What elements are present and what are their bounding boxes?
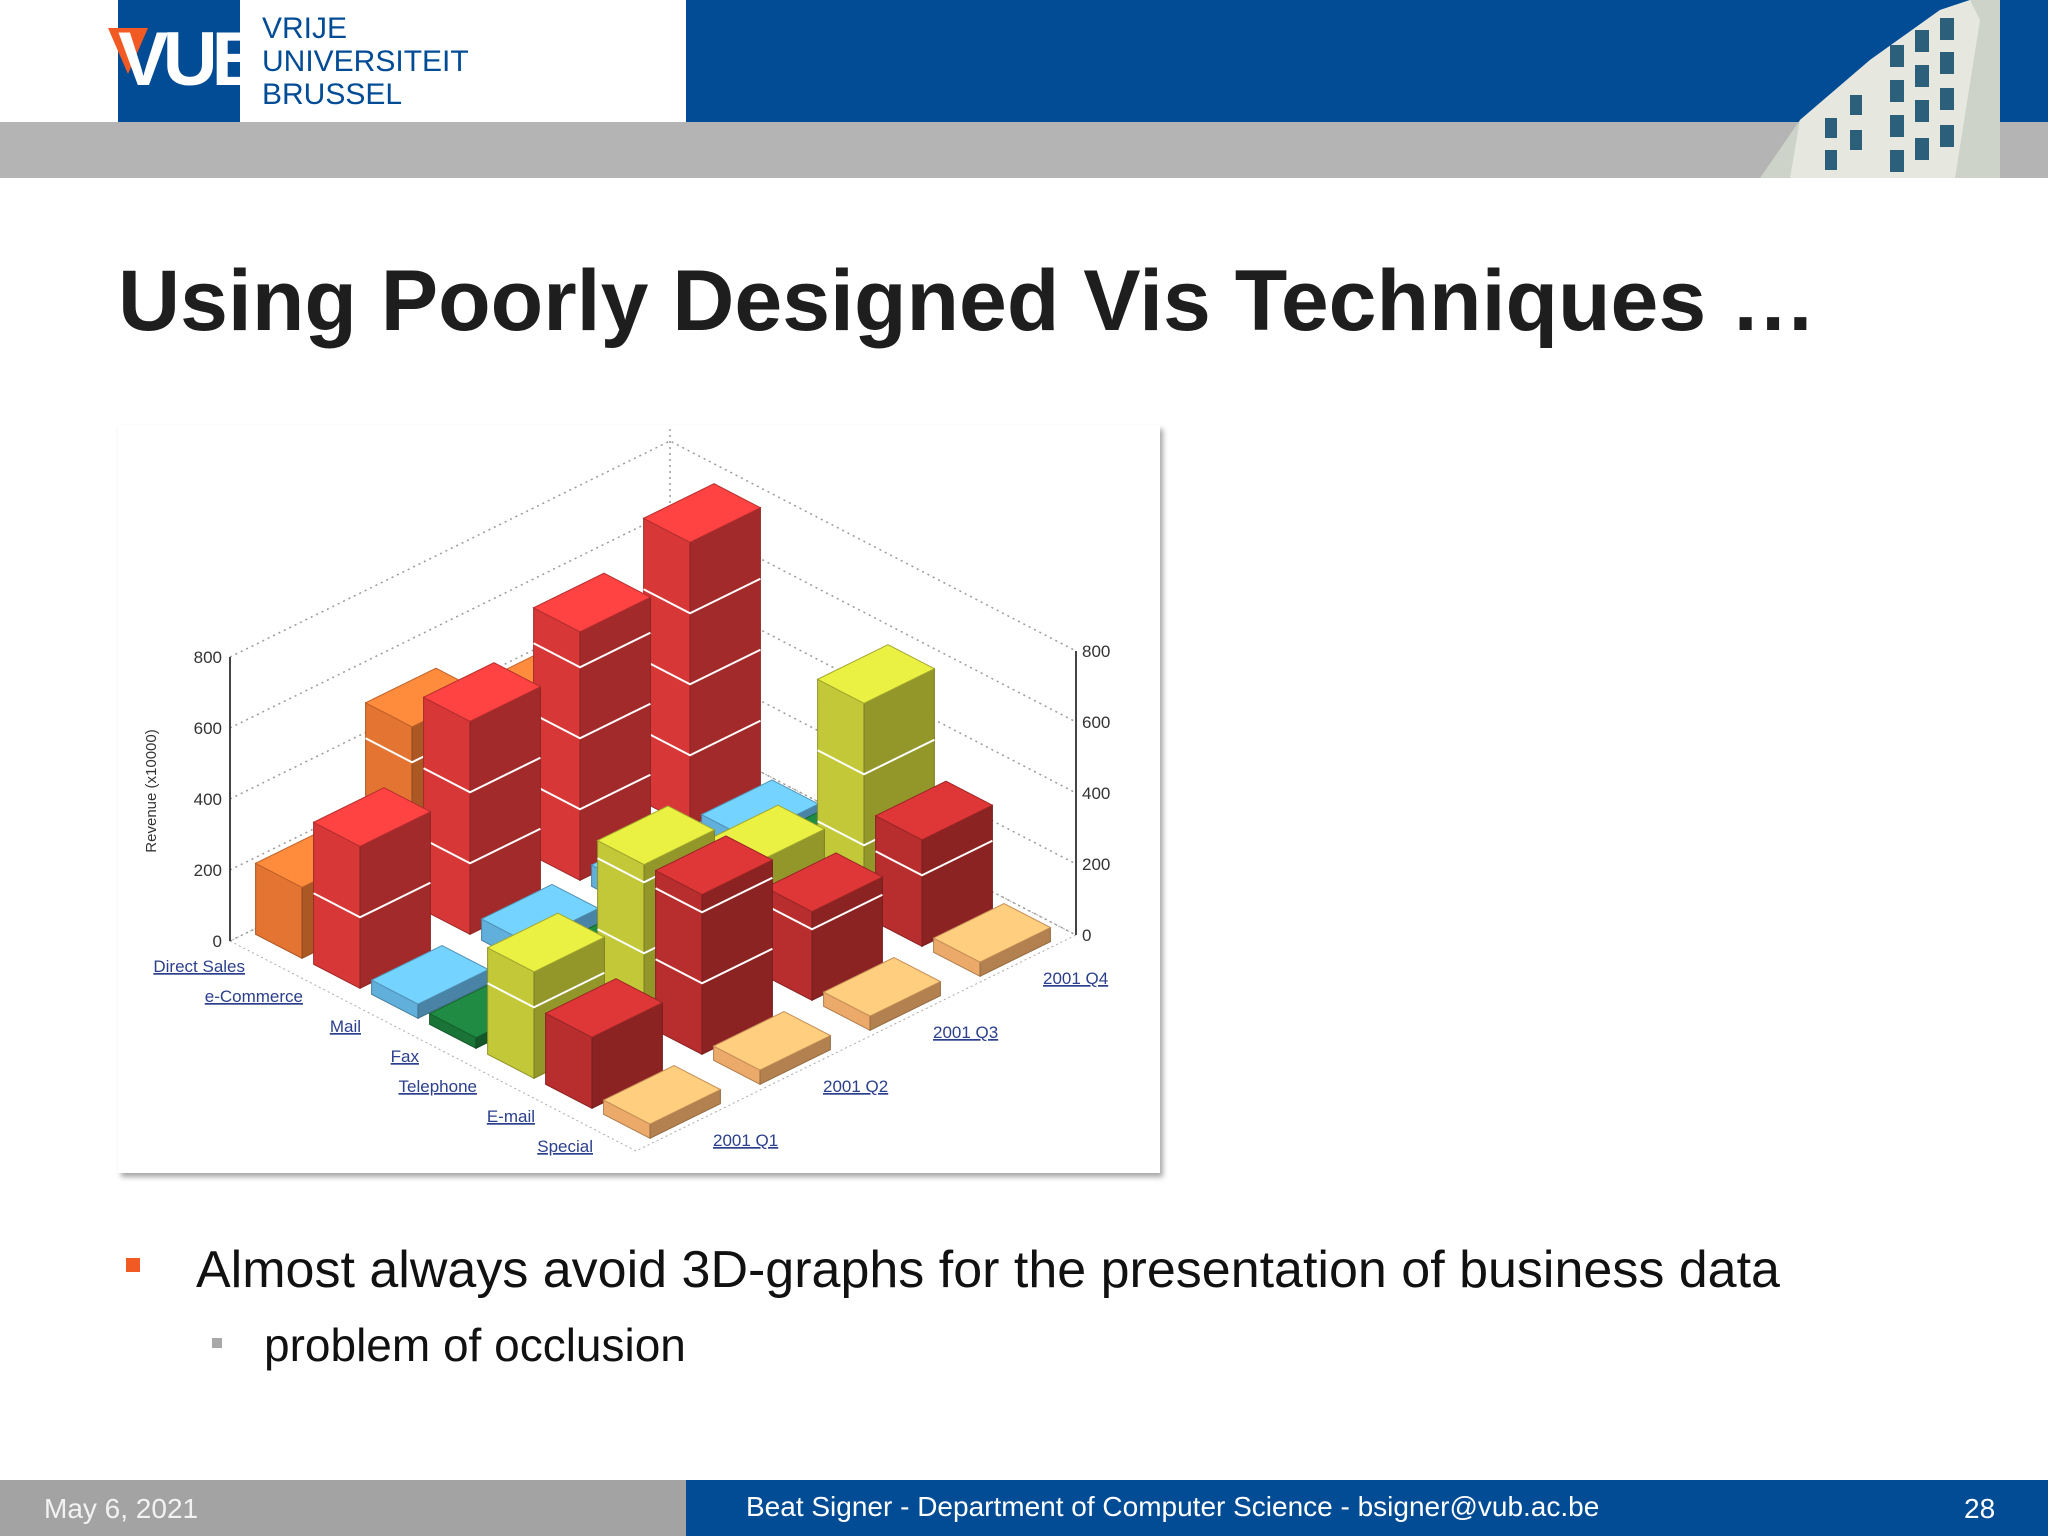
bar-top-face: [822, 956, 942, 1017]
bar-top-face: [642, 483, 762, 543]
slide-title: Using Poorly Designed Vis Techniques …: [118, 253, 1817, 349]
category-label: Special: [537, 1137, 593, 1156]
footer-date: May 6, 2021: [44, 1493, 199, 1524]
footer-blue-band: [686, 1480, 2048, 1536]
university-name: VRIJE UNIVERSITEIT BRUSSEL: [262, 12, 469, 111]
footer-author: Beat Signer - Department of Computer Sci…: [746, 1491, 1600, 1522]
bar-top-face: [874, 780, 994, 841]
bar-top-face: [764, 852, 884, 913]
university-name-line: VRIJE: [262, 12, 348, 45]
bar-slice-line: [423, 756, 541, 794]
bar-slice-line: [765, 893, 883, 931]
bullet-level2: problem of occlusion: [264, 1319, 686, 1371]
y-tick-label-right: 800: [1082, 642, 1110, 661]
bar-slice-line: [533, 631, 651, 669]
y-tick-label-right: 600: [1082, 713, 1110, 732]
header-band: [686, 0, 2048, 122]
logo-accent-icon: [108, 28, 148, 74]
bar-slice-line: [487, 971, 605, 1009]
y-axis-label: Revenue (x10000): [143, 729, 160, 852]
building-illustration: [1760, 0, 2000, 178]
y-tick-label: 800: [194, 648, 222, 667]
university-name-line: UNIVERSITEIT: [262, 45, 469, 78]
header-gray-band: [0, 122, 2048, 178]
bar-slice-line: [655, 876, 773, 914]
y-tick-label-right: 400: [1082, 784, 1110, 803]
page-number: 28: [1964, 1493, 1996, 1524]
bar-slice-line: [643, 648, 761, 686]
bar-top-face: [422, 662, 542, 722]
quarter-label: 2001 Q1: [713, 1131, 778, 1150]
chart-gridline: [229, 511, 1077, 729]
bar-slice-line: [533, 702, 651, 740]
bar-top-face: [532, 572, 652, 633]
bar-top-face: [712, 1010, 832, 1071]
category-label: Telephone: [399, 1077, 477, 1096]
bar-top-face: [486, 912, 606, 973]
category-label: e-Commerce: [205, 987, 303, 1006]
quarter-label: 2001 Q4: [1043, 969, 1108, 988]
footer-gray-band: [0, 1480, 686, 1536]
chart-image: 0 0 200 200 400 400 600 600 800 800 Revenue (x1000…: [118, 425, 1160, 1173]
quarter-label: 2001 Q2: [823, 1077, 888, 1096]
bar-top-face: [816, 644, 936, 704]
y-tick-label: 400: [194, 790, 222, 809]
y-tick-label: 0: [213, 932, 222, 951]
bar-slice-line: [817, 738, 935, 776]
chart-gridline: [229, 440, 1077, 658]
category-label: E-mail: [487, 1107, 535, 1126]
bar-top-face: [602, 1064, 722, 1125]
bullet-level1: Almost always avoid 3D-graphs for the pr…: [196, 1241, 1780, 1299]
y-tick-label: 600: [194, 719, 222, 738]
category-label: Fax: [391, 1047, 420, 1066]
bullet-square-icon: [126, 1258, 140, 1272]
bar-slice-line: [875, 839, 993, 877]
bar-slice-line: [655, 947, 773, 985]
bar-slice-line: [643, 577, 761, 615]
university-name-line: BRUSSEL: [262, 78, 403, 111]
bar-slice-line: [313, 881, 431, 919]
category-label: Direct Sales: [153, 957, 245, 976]
bar-slice-line: [643, 719, 761, 757]
y-tick-label-right: 200: [1082, 855, 1110, 874]
y-tick-label-right: 0: [1082, 926, 1091, 945]
bar-slice-line: [533, 773, 651, 811]
y-tick-label: 200: [194, 861, 222, 880]
bar-slice-line: [423, 827, 541, 865]
logo-text: VUB: [118, 17, 266, 102]
bar-top-face: [312, 787, 432, 847]
bar-top-face: [544, 978, 664, 1038]
bar-top-face: [596, 805, 716, 866]
bar-top-face: [932, 902, 1052, 963]
category-label: Mail: [330, 1017, 361, 1036]
quarter-label: 2001 Q3: [933, 1023, 998, 1042]
3d-bar-chart: 0 0 200 200 400 400 600 600 800 800 Revenue (x1000…: [143, 425, 1110, 1156]
bar-top-face: [654, 835, 774, 896]
bullet-small-square-icon: [212, 1338, 222, 1348]
